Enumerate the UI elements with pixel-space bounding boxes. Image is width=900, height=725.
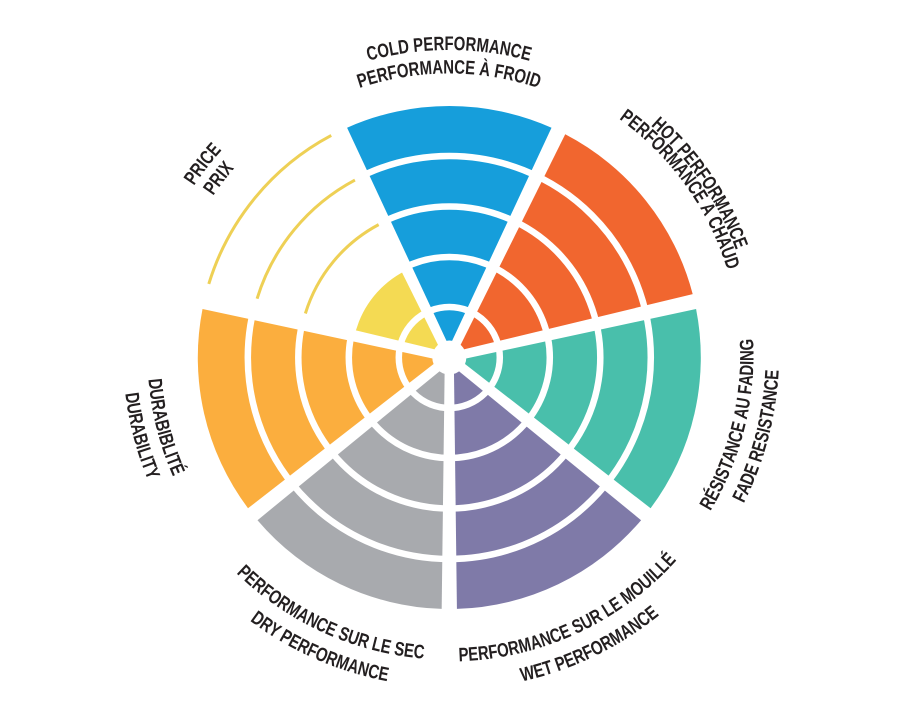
svg-text:O: O (395, 58, 410, 82)
svg-text:R: R (124, 411, 148, 426)
svg-text:C: C (454, 56, 466, 79)
svg-text:F: F (493, 59, 506, 83)
svg-text:I: I (153, 427, 176, 437)
svg-text:U: U (145, 388, 169, 402)
svg-text:S: S (753, 416, 777, 430)
svg-text:I: I (735, 361, 758, 366)
svg-text:T: T (755, 407, 779, 420)
svg-text:A: A (432, 56, 444, 79)
svg-text:A: A (148, 408, 172, 424)
svg-text:W: W (518, 661, 538, 686)
svg-text:I: I (160, 449, 183, 461)
svg-text:E: E (760, 369, 783, 380)
svg-text:A: A (488, 35, 502, 59)
svg-text:O: O (495, 638, 510, 662)
svg-text:C: C (508, 38, 524, 62)
svg-text:R: R (407, 57, 421, 81)
svg-text:N: N (443, 56, 454, 78)
svg-text:G: G (735, 338, 758, 350)
svg-text:D: D (121, 391, 145, 405)
svg-text:A: A (734, 374, 757, 387)
svg-text:N: N (498, 36, 513, 60)
svg-text:N: N (736, 350, 758, 361)
svg-text:O: O (512, 63, 529, 88)
svg-text:R: R (477, 641, 491, 665)
svg-text:À: À (478, 57, 492, 81)
svg-text:C: C (759, 378, 782, 391)
svg-text:D: D (735, 364, 758, 376)
svg-text:E: E (467, 642, 479, 665)
svg-text:M: M (419, 56, 433, 79)
svg-text:O: O (453, 32, 465, 55)
svg-text:R: R (433, 32, 445, 55)
svg-text:I: I (136, 453, 159, 464)
svg-text:I: I (752, 426, 775, 435)
svg-text:B: B (151, 417, 175, 433)
svg-text:R: R (146, 398, 170, 413)
svg-text:A: A (729, 405, 753, 420)
svg-text:O: O (375, 38, 391, 62)
svg-text:R: R (506, 635, 522, 659)
svg-text:S: S (393, 637, 407, 661)
svg-text:D: D (397, 35, 411, 59)
svg-text:P: P (458, 643, 469, 666)
svg-text:F: F (444, 32, 453, 54)
svg-text:U: U (122, 401, 146, 415)
svg-text:R: R (465, 32, 478, 55)
svg-text:F: F (487, 640, 499, 664)
svg-text:E: E (379, 634, 393, 658)
svg-text:N: N (758, 389, 782, 402)
svg-text:U: U (731, 396, 755, 410)
svg-text:M: M (475, 33, 490, 57)
svg-text:M: M (516, 633, 534, 658)
svg-text:F: F (385, 60, 398, 84)
svg-text:D: D (144, 377, 167, 390)
svg-text:I: I (132, 441, 155, 451)
svg-text:F: F (733, 384, 756, 396)
svg-text:E: E (464, 56, 476, 79)
svg-text:L: L (387, 36, 400, 60)
svg-text:E: E (403, 638, 416, 662)
svg-text:I: I (523, 66, 533, 89)
svg-text:E: E (423, 32, 434, 55)
svg-text:P: P (412, 33, 424, 56)
svg-text:C: C (413, 640, 426, 663)
svg-text:A: A (756, 398, 780, 413)
svg-text:E: E (377, 662, 391, 686)
svg-text:R: R (502, 61, 518, 85)
